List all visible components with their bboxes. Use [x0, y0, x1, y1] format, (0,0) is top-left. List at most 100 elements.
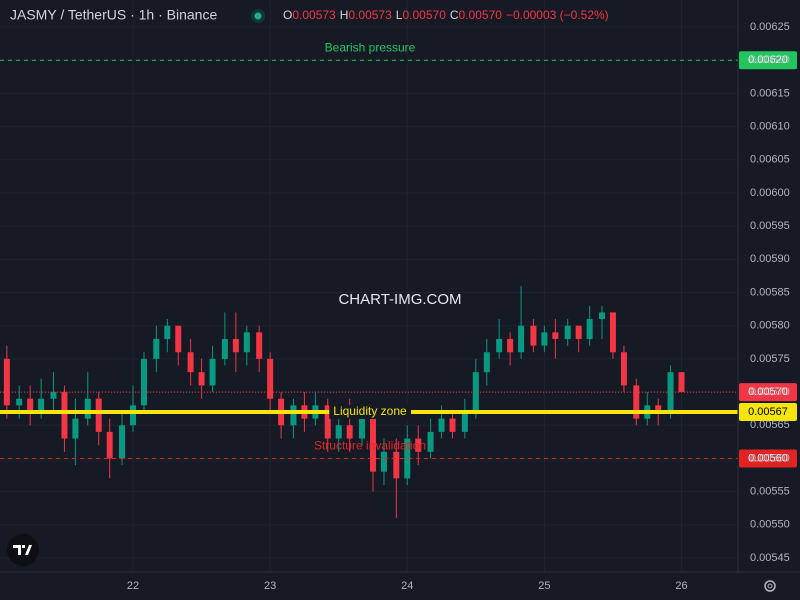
candle-body: [232, 338, 239, 353]
candle-body: [209, 358, 216, 386]
y-tick-label: 0.00605: [750, 154, 790, 166]
candle-body: [472, 372, 479, 412]
tv-logo-mark: [13, 545, 32, 555]
candle-body: [3, 358, 10, 406]
level-value-label: 0.00560: [748, 452, 788, 464]
candle-body: [598, 312, 605, 320]
tv-logo: [7, 534, 39, 566]
candle-body: [427, 431, 434, 452]
ohlc-name: L: [396, 8, 403, 22]
ohlc-value: 0.00573: [348, 8, 392, 22]
candle-body: [256, 332, 263, 359]
y-tick-label: 0.00550: [750, 519, 790, 531]
level-label: Structure invalidation: [314, 439, 426, 453]
plot: [3, 285, 685, 519]
candle-body: [164, 325, 171, 339]
candle-body: [667, 372, 674, 412]
candle-body: [198, 372, 205, 386]
candle-body: [95, 398, 102, 432]
candle-body: [267, 358, 274, 399]
ohlc-name: H: [340, 8, 349, 22]
ohlc-value: 0.00570: [402, 8, 446, 22]
candle-body: [449, 418, 456, 432]
tv-logo-bg: [7, 534, 39, 566]
candle-body: [586, 319, 593, 339]
y-tick-label: 0.00575: [750, 353, 790, 365]
y-tick-label: 0.00565: [750, 419, 790, 431]
level-value-label: 0.00620: [748, 54, 788, 66]
watermark: CHART-IMG.COM: [338, 291, 461, 308]
last-price-badge: [739, 383, 797, 402]
candle-body: [346, 425, 353, 439]
candle-body: [38, 398, 45, 412]
settings-icon[interactable]: [764, 580, 776, 592]
candle-body: [575, 325, 582, 339]
candle-body: [324, 405, 331, 439]
ohlc-name: C: [450, 8, 459, 22]
candle-body: [16, 398, 23, 406]
level-badge: [739, 51, 797, 70]
candle-body: [438, 418, 445, 432]
level-label: Bearish pressure: [325, 40, 416, 54]
candle-body: [61, 392, 68, 439]
y-tick-label: 0.00580: [750, 320, 790, 332]
ohlc-value: 0.00573: [292, 8, 336, 22]
ohlc-value: 0.00570: [459, 8, 503, 22]
candle-body: [27, 398, 34, 412]
level-badge: [739, 449, 797, 468]
candle-body: [678, 372, 685, 393]
y-tick-label: 0.00585: [750, 286, 790, 298]
candle-body: [106, 431, 113, 459]
candle-body: [130, 405, 137, 426]
candle-body: [153, 338, 160, 359]
y-tick-label: 0.00595: [750, 220, 790, 232]
levels: 0.00570 Bearish pressure 0.00620 Liquidity …: [0, 40, 797, 468]
x-tick-label: 25: [538, 580, 550, 592]
y-tick-label: 0.00615: [750, 87, 790, 99]
candle-body: [359, 418, 366, 439]
candle-body: [530, 325, 537, 346]
y-tick-label: 0.00625: [750, 21, 790, 33]
x-tick-label: 23: [264, 580, 276, 592]
y-tick-label: 0.00570: [750, 386, 790, 398]
candle-body: [518, 325, 525, 353]
candle-body: [369, 418, 376, 472]
last-price-label: 0.00570: [748, 386, 788, 398]
chart-title: JASMY / TetherUS · 1h · Binance: [10, 7, 217, 23]
candle-body: [404, 438, 411, 479]
level-badge: [739, 402, 797, 421]
candle-body: [335, 425, 342, 439]
y-tick-label: 0.00590: [750, 253, 790, 265]
candle-body: [187, 352, 194, 373]
candle-body: [380, 451, 387, 472]
ohlc-name: O: [283, 8, 292, 22]
candle-body: [564, 325, 571, 339]
y-tick-label: 0.00560: [750, 452, 790, 464]
settings-gear[interactable]: [764, 580, 776, 592]
x-tick-label: 24: [401, 580, 413, 592]
candle-body: [461, 411, 468, 432]
status-dot: [254, 12, 262, 20]
candle-body: [483, 352, 490, 373]
x-tick-label: 26: [675, 580, 687, 592]
y-tick-label: 0.00610: [750, 120, 790, 132]
level-label: Liquidity zone: [333, 404, 407, 418]
candle-body: [175, 325, 182, 353]
candle-body: [415, 438, 422, 452]
y-tick-label: 0.00600: [750, 187, 790, 199]
candle-body: [243, 332, 250, 353]
candle-body: [84, 398, 91, 419]
candle-body: [655, 405, 662, 412]
level-label-bg: [329, 404, 412, 419]
candle-body: [541, 332, 548, 346]
level-value-label: 0.00567: [748, 406, 788, 418]
ohlc-legend: O0.00573 H0.00573 L0.00570 C0.00570 −0.00003…: [283, 8, 609, 22]
candle-body: [140, 358, 147, 406]
candle-body: [393, 451, 400, 479]
settings-gear-hub[interactable]: [767, 583, 773, 589]
candle-body: [290, 405, 297, 426]
change-value: −0.00003 (−0.52%): [506, 8, 609, 22]
candle-body: [72, 418, 79, 439]
y-tick-label: 0.00555: [750, 486, 790, 498]
